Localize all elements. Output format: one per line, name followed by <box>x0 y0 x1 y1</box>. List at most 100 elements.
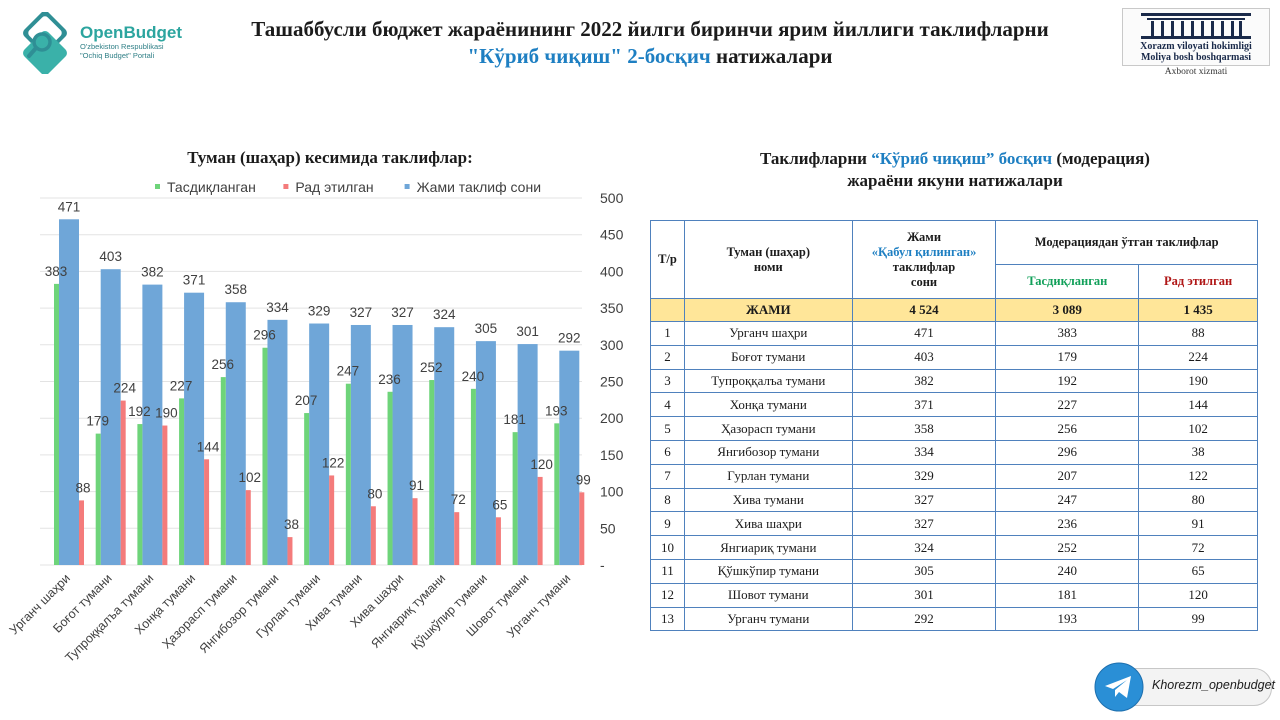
bar-approved <box>345 383 351 565</box>
row-district: Ҳазорасп тумани <box>683 416 853 441</box>
bar-rejected <box>454 512 460 565</box>
row-approved: 240 <box>995 558 1140 584</box>
row-number: 9 <box>650 511 685 537</box>
data-label-approved: 383 <box>45 264 68 279</box>
data-label-total: 305 <box>475 321 498 336</box>
header-moderation: Модерациядан ўтган таклифлар <box>995 220 1258 265</box>
row-approved: 193 <box>995 606 1140 632</box>
bar-rejected <box>245 490 251 565</box>
data-label-approved: 247 <box>337 364 360 379</box>
data-label-approved: 179 <box>86 414 109 429</box>
row-approved: 296 <box>995 439 1140 465</box>
telegram-channel-badge[interactable]: Khorezm_openbudget <box>1094 662 1275 712</box>
data-label-total: 382 <box>141 265 164 280</box>
logo-name: OpenBudget <box>80 23 182 42</box>
title-line-2-rest: натижалари <box>710 44 833 68</box>
bar-approved <box>554 423 560 565</box>
data-label-total: 334 <box>266 300 289 315</box>
logo-subtitle-2: "Ochiq Budget" Portali <box>80 51 155 60</box>
total-empty-cell <box>650 298 685 322</box>
total-count: 4 524 <box>851 298 997 322</box>
row-total: 327 <box>851 487 997 513</box>
row-rejected: 99 <box>1138 606 1258 632</box>
category-label: Ҳазорасп тумани <box>159 571 239 651</box>
row-rejected: 65 <box>1138 558 1258 584</box>
total-label: ЖАМИ <box>683 298 853 322</box>
district-bar-chart: - 50 100 150 200 250 300 350 400 450 500 Тасдиқланг… <box>7 179 624 665</box>
bar-rejected <box>495 517 501 565</box>
header-number: Т/р <box>650 220 685 299</box>
bar-approved <box>262 347 268 565</box>
data-label-approved: 181 <box>503 412 526 427</box>
results-table: Т/р Туман (шаҳар) номи Жами «Қабул қилин… <box>650 220 1258 632</box>
row-approved: 181 <box>995 582 1140 608</box>
legend-label: Тасдиқланган <box>167 179 256 195</box>
bar-total <box>225 302 246 565</box>
bar-approved <box>220 377 226 565</box>
y-tick-label: - <box>600 557 605 573</box>
data-label-total: 358 <box>225 282 248 297</box>
row-number: 12 <box>650 582 685 608</box>
agency-logo-frame <box>1122 8 1270 66</box>
row-approved: 207 <box>995 463 1140 489</box>
data-label-rejected: 91 <box>409 478 424 493</box>
row-district: Боғот тумани <box>683 344 853 370</box>
row-number: 8 <box>650 487 685 513</box>
row-number: 13 <box>650 606 685 632</box>
header-district-line-2: номи <box>753 259 783 274</box>
y-tick-label: 200 <box>600 410 624 426</box>
table-row: 8 Хива тумани 327 247 80 <box>650 487 1258 513</box>
data-label-total: 301 <box>516 324 539 339</box>
row-rejected: 38 <box>1138 439 1258 465</box>
row-total: 358 <box>851 416 997 441</box>
header-total-line-1: Жами <box>907 229 942 244</box>
row-total: 301 <box>851 582 997 608</box>
table-title-line-1: Таклифларни “Кўриб чиқиш” босқич (модера… <box>650 148 1260 170</box>
y-tick-label: 500 <box>600 190 624 206</box>
row-number: 4 <box>650 392 685 418</box>
bar-total <box>392 324 413 565</box>
bar-total <box>309 323 330 565</box>
bar-approved <box>470 388 476 565</box>
title-line-1: Ташаббусли бюджет жараёнининг 2022 йилги… <box>251 17 1049 41</box>
legend-label: Жами таклиф сони <box>417 179 541 195</box>
data-label-total: 329 <box>308 304 331 319</box>
bar-total <box>184 292 205 565</box>
y-tick-label: 100 <box>600 484 624 500</box>
table-row: 4 Хонқа тумани 371 227 144 <box>650 392 1258 418</box>
title-stage-highlight: "Кўриб чиқиш" 2-босқич <box>467 44 711 68</box>
bar-approved <box>512 432 518 565</box>
agency-department: Moliya bosh boshqarmasi <box>1140 52 1252 63</box>
row-number: 3 <box>650 368 685 394</box>
bar-rejected <box>370 506 376 565</box>
row-district: Урганч тумани <box>683 606 853 632</box>
row-district: Янгиариқ тумани <box>683 535 853 560</box>
table-title-stage: “Кўриб чиқиш” босқич <box>871 149 1053 168</box>
total-approved: 3 089 <box>995 298 1140 322</box>
category-label: Янгибозор тумани <box>197 571 282 656</box>
y-tick-label: 50 <box>600 520 616 536</box>
bar-rejected <box>579 492 585 565</box>
page-title: Ташаббусли бюджет жараёнининг 2022 йилги… <box>200 16 1100 70</box>
y-tick-label: 150 <box>600 447 624 463</box>
row-district: Янгибозор тумани <box>683 439 853 465</box>
header-approved: Тасдиқланган <box>995 264 1140 299</box>
row-approved: 192 <box>995 368 1140 394</box>
data-label-total: 292 <box>558 331 581 346</box>
data-label-approved: 240 <box>462 369 485 384</box>
table-row: 1 Урганч шаҳри 471 383 88 <box>650 321 1258 346</box>
row-rejected: 190 <box>1138 368 1258 394</box>
table-row: 5 Ҳазорасп тумани 358 256 102 <box>650 416 1258 441</box>
bar-rejected <box>204 459 210 565</box>
data-label-total: 471 <box>58 199 81 214</box>
row-approved: 227 <box>995 392 1140 418</box>
data-label-rejected: 224 <box>113 381 136 396</box>
header-district-line-1: Туман (шаҳар) <box>726 244 810 259</box>
bar-total <box>350 324 371 565</box>
building-icon <box>1141 13 1251 39</box>
row-total: 327 <box>851 511 997 537</box>
data-label-total: 327 <box>350 305 373 320</box>
legend-label: Рад этилган <box>295 179 373 195</box>
row-total: 329 <box>851 463 997 489</box>
data-label-total: 324 <box>433 307 456 322</box>
